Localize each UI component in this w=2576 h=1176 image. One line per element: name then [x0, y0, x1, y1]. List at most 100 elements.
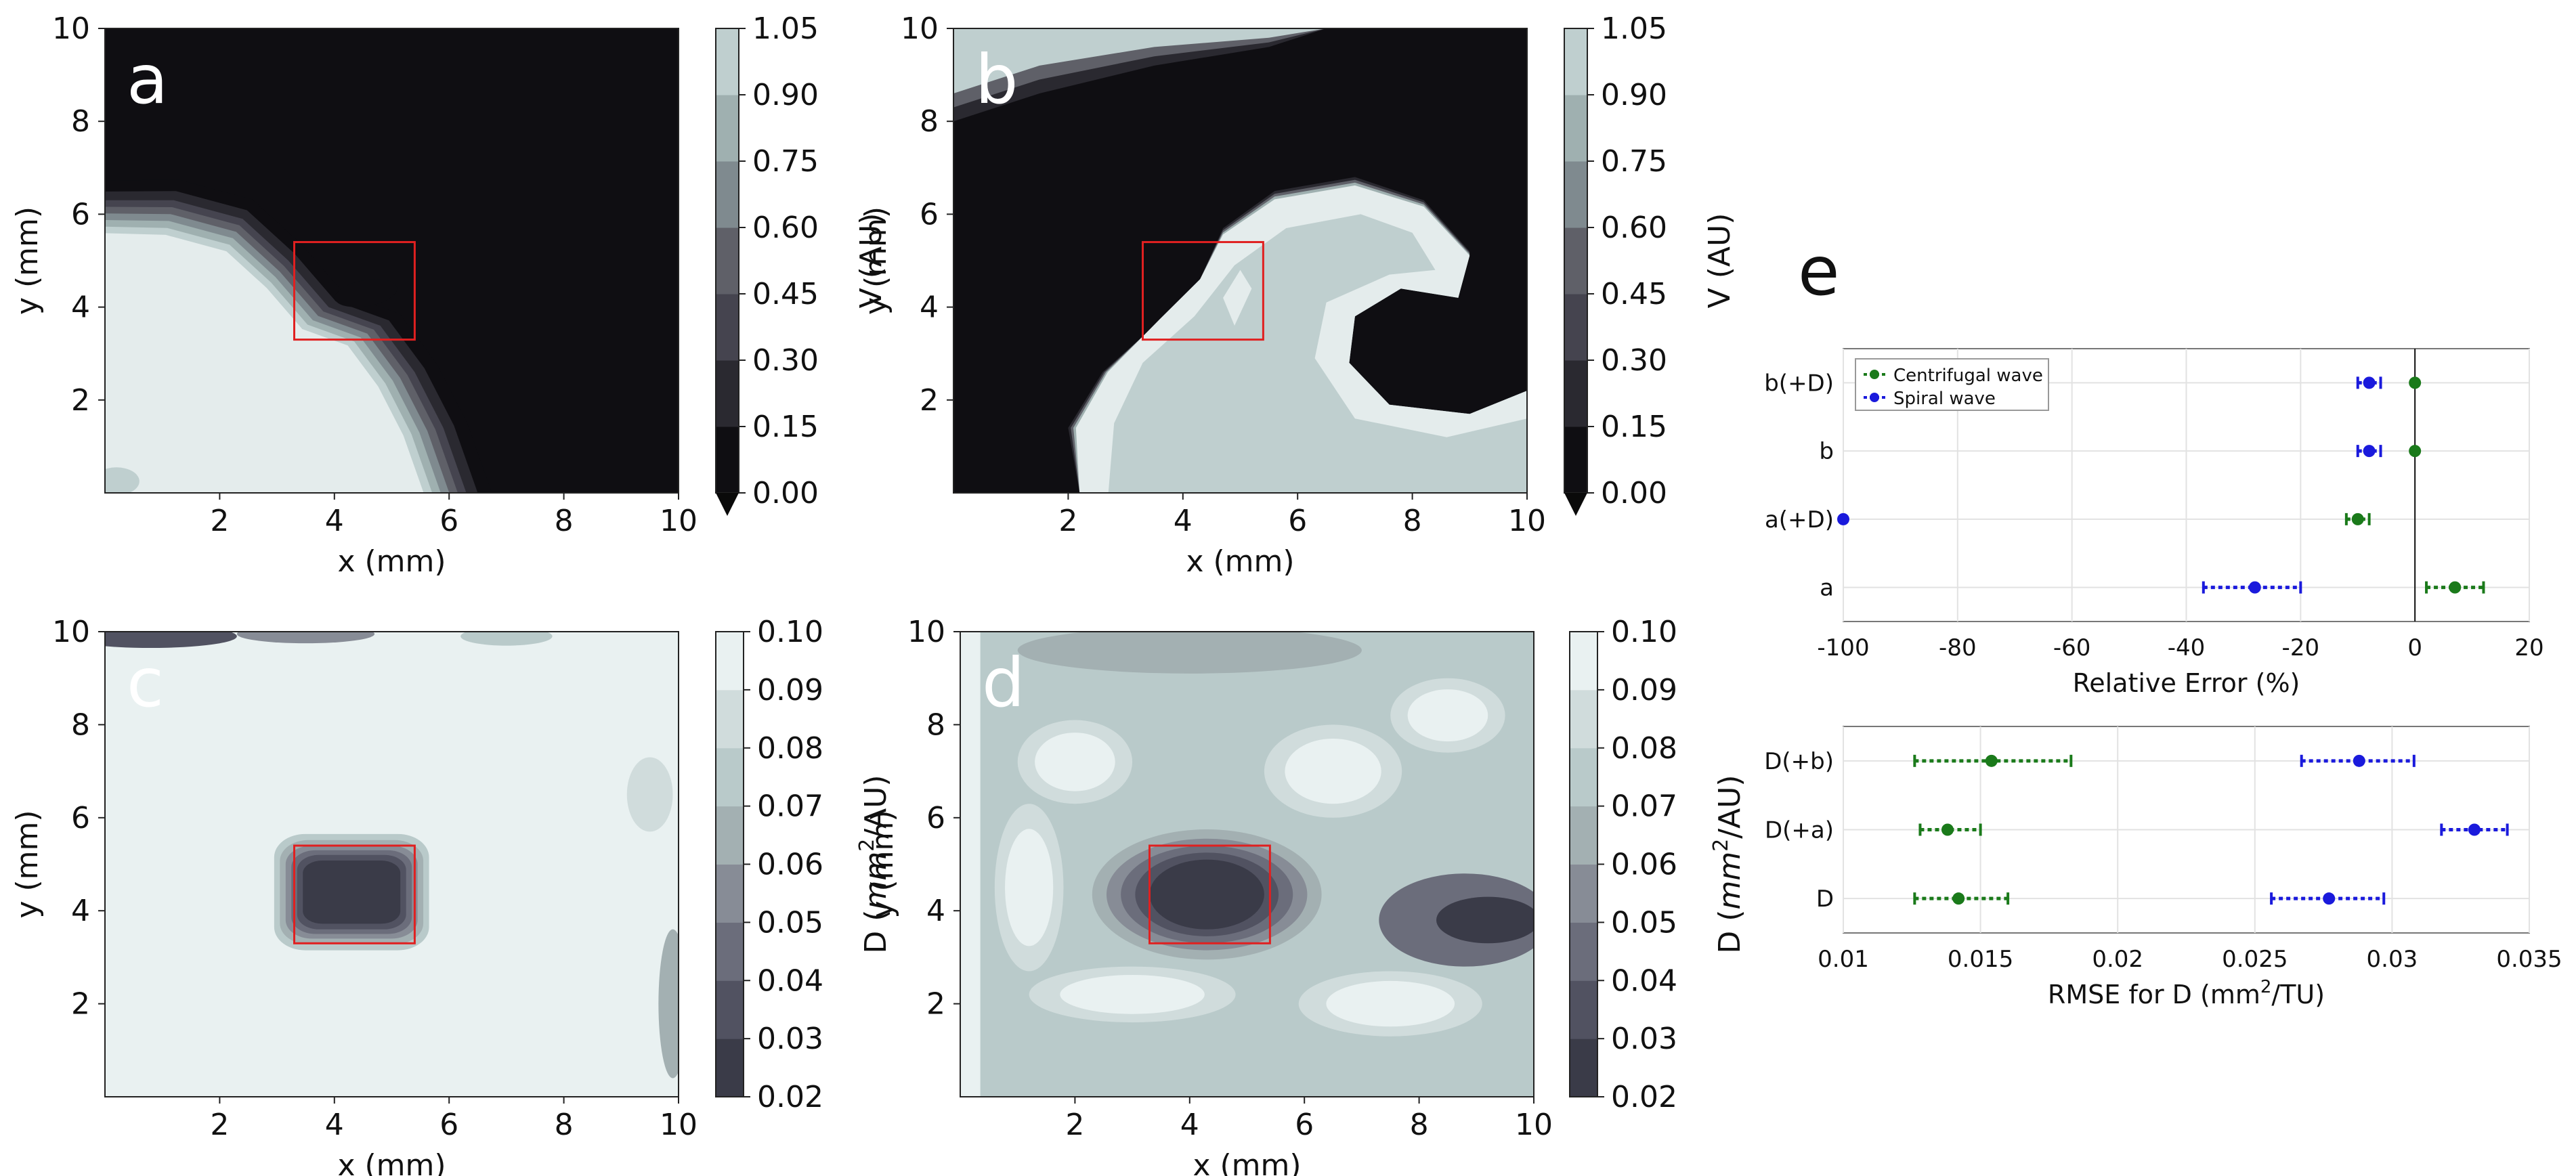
colorbar-tick-label: 0.03 — [757, 1022, 823, 1056]
x-axis-label: x (mm) — [1186, 544, 1294, 579]
colorbar-tick-label: 0.60 — [1601, 211, 1667, 245]
panel-e_bottom: 0.01 0.015 0.02 0.025 0.03 0.035 D D(+a) D(+b) RM… — [1764, 726, 2562, 1009]
x-axis-label: x (mm) — [337, 544, 446, 579]
label-sup: 2 — [1709, 839, 1733, 852]
colorbar-tick-label: 0.07 — [1611, 789, 1677, 824]
colorbar-tick-label: 0.10 — [1611, 615, 1677, 649]
colorbar-segment — [716, 864, 744, 923]
x-tick-label: 4 — [1180, 1108, 1199, 1142]
colorbar-segment — [1570, 922, 1597, 981]
label-part: /TU) — [2271, 980, 2325, 1009]
panel-a: 2 4 6 8 10 2 4 6 8 10 x (mm) y (mm) a 0.00 0.15 0.30 0.4… — [10, 12, 888, 579]
dark-core — [335, 279, 398, 307]
legend-marker — [1870, 370, 1879, 379]
panel-d: 2 4 6 8 10 2 4 6 8 10 x (mm) y (mm) d 0.02 0.03 0.04 0.0… — [865, 615, 1747, 1176]
data-point — [2323, 892, 2336, 905]
bright-spot — [1223, 269, 1252, 326]
x-tick-label: -40 — [2168, 634, 2206, 661]
bright-patch — [1005, 829, 1054, 946]
contour-field — [105, 28, 679, 493]
colorbar-tick-label: 0.15 — [1601, 410, 1667, 444]
y-tick-label: 10 — [907, 615, 945, 649]
x-tick-label: 10 — [1508, 504, 1546, 538]
bright-patch — [1326, 980, 1455, 1027]
data-point — [2363, 376, 2376, 389]
bright-patch — [1407, 689, 1488, 742]
x-tick-label: -80 — [1939, 634, 1977, 661]
y-tick-label: D(+b) — [1764, 748, 1834, 775]
bright-patch — [1285, 739, 1381, 804]
colorbar-segment — [1570, 747, 1597, 807]
plot-frame — [953, 28, 1528, 494]
x-tick-label: -20 — [2282, 634, 2320, 661]
x-tick-label: 8 — [1410, 1108, 1429, 1142]
y-tick-label: 2 — [920, 383, 939, 418]
y-tick-label: 2 — [71, 987, 90, 1022]
data-point — [2449, 581, 2462, 594]
label-unit: mm — [1713, 852, 1747, 910]
x-tick-label: 10 — [660, 1108, 697, 1142]
colorbar-segment — [1570, 980, 1597, 1039]
data-point — [2248, 581, 2261, 594]
y-tick-label: 4 — [71, 894, 90, 928]
data-point — [1952, 892, 1965, 905]
x-axis-label: RMSE for D (mm2/TU) — [2048, 977, 2325, 1009]
bright-patch — [1060, 975, 1205, 1014]
colorbar-segment — [716, 1039, 744, 1097]
x-tick-label: 4 — [325, 1108, 344, 1142]
contour-field — [960, 632, 1534, 1097]
panel-label: d — [982, 643, 1025, 722]
colorbar-tick-label: 0.75 — [752, 144, 819, 179]
colorbar-extend-triangle — [1564, 493, 1587, 516]
colorbar-segment — [1570, 864, 1597, 923]
dark-patch — [1017, 632, 1362, 674]
x-tick-label: 0.03 — [2367, 946, 2418, 973]
colorbar-tick-label: 0.09 — [757, 673, 823, 707]
label-sup: 2 — [2260, 977, 2272, 997]
y-tick-label: a — [1820, 575, 1834, 602]
x-tick-label: 2 — [1058, 504, 1077, 538]
x-tick-label: 6 — [439, 504, 458, 538]
colorbar-tick-label: 0.04 — [757, 963, 823, 998]
colorbar-segment — [716, 28, 739, 95]
colorbar-segment — [716, 747, 744, 807]
x-tick-label: 0.02 — [2092, 946, 2143, 973]
colorbar-segment — [716, 632, 744, 691]
colorbar-segment — [716, 360, 739, 427]
legend-box — [1855, 358, 2049, 411]
y-tick-label: 10 — [52, 12, 90, 46]
colorbar-tick-label: 0.30 — [752, 343, 819, 378]
x-tick-label: 0 — [2407, 634, 2422, 661]
colorbar-segment — [1564, 227, 1587, 295]
spiral-core — [1108, 214, 1527, 493]
legend-label: Centrifugal wave — [1893, 366, 2043, 386]
x-tick-label: 10 — [1515, 1108, 1553, 1142]
colorbar-tick-label: 0.07 — [757, 789, 823, 824]
y-axis-label: y (mm) — [865, 810, 900, 918]
colorbar-tick-label: 0.04 — [1611, 963, 1677, 998]
colorbar-segment — [716, 922, 744, 981]
y-tick-label: 6 — [71, 801, 90, 835]
colorbar-segment — [716, 227, 739, 295]
colorbar-tick-label: 0.05 — [757, 905, 823, 940]
y-tick-label: 10 — [901, 12, 939, 46]
colorbar-tick-label: 1.05 — [752, 12, 819, 46]
label-part: RMSE for D (mm — [2048, 980, 2260, 1009]
y-tick-label: 6 — [920, 197, 939, 232]
region-box — [1142, 241, 1264, 341]
colorbar-tick-label: 0.09 — [1611, 673, 1677, 707]
colorbar-label: V (AU) — [854, 213, 888, 309]
x-tick-label: 2 — [1065, 1108, 1084, 1142]
colorbar-segment — [1570, 806, 1597, 865]
colorbar-tick-label: 0.06 — [757, 848, 823, 882]
inclusion-band — [1149, 859, 1264, 930]
panel-c: 2 4 6 8 10 2 4 6 8 10 x (mm) y (mm) c 0.02 0.03 0.04 0.0… — [10, 615, 893, 1176]
wavefront-band — [105, 233, 424, 493]
plot-frame — [104, 28, 679, 494]
colorbar-tick-label: 0.05 — [1611, 905, 1677, 940]
x-tick-label: 0.025 — [2222, 946, 2288, 973]
colorbar-tick-label: 0.00 — [1601, 476, 1667, 510]
colorbar-segment — [716, 294, 739, 361]
y-tick-label: 8 — [71, 104, 90, 139]
